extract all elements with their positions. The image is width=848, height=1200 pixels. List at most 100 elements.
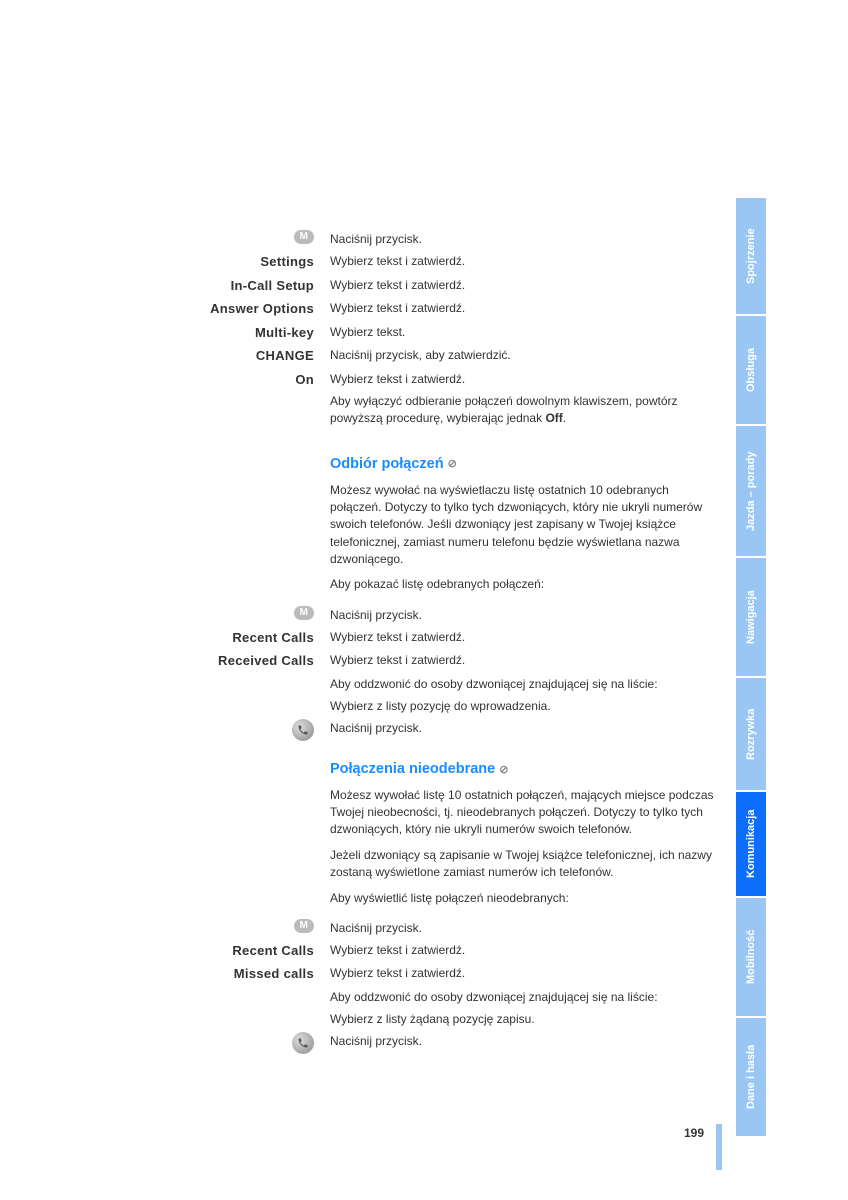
- instruction-row: M Naciśnij przycisk.: [180, 606, 720, 624]
- label-col: [180, 675, 330, 693]
- m-badge-icon: M: [294, 230, 314, 244]
- heading2-text: Odbiór połączeń: [330, 454, 444, 476]
- label-col: Recent Calls: [180, 628, 330, 648]
- compass-icon: ⊘: [448, 456, 457, 473]
- instruction-row: Answer Options Wybierz tekst i zatwierdź.: [180, 299, 720, 319]
- heading-row: Połączenia nieodebrane ⊘ Możesz wywołać …: [180, 745, 720, 915]
- desc-text: Wybierz tekst i zatwierdź.: [330, 628, 720, 648]
- instruction-row: M Naciśnij przycisk.: [180, 230, 720, 248]
- label-col: [180, 1032, 330, 1054]
- side-tab[interactable]: Nawigacja: [736, 558, 766, 676]
- instruction-row: Wybierz z listy pozycję do wprowadzenia.: [180, 697, 720, 715]
- instruction-row: Naciśnij przycisk.: [180, 719, 720, 741]
- label-col: [180, 719, 330, 741]
- label-col: M: [180, 606, 330, 624]
- para2: Możesz wywołać na wyświetlaczu listę ost…: [330, 482, 720, 569]
- instruction-row: Multi-key Wybierz tekst.: [180, 323, 720, 343]
- para1-text: Aby wyłączyć odbieranie połączeń dowolny…: [330, 394, 677, 425]
- instruction-row: On Wybierz tekst i zatwierdź.: [180, 370, 720, 390]
- section-1: MNaciśnij przycisk.SettingsWybierz tekst…: [180, 230, 720, 389]
- heading-missed-calls: Połączenia nieodebrane ⊘: [330, 759, 720, 781]
- menu-label: Received Calls: [218, 651, 314, 671]
- menu-label: Recent Calls: [232, 941, 314, 961]
- desc-text: Naciśnij przycisk.: [330, 719, 720, 741]
- label-col: Recent Calls: [180, 941, 330, 961]
- side-tab[interactable]: Spojrzenie: [736, 198, 766, 314]
- m-badge-icon: M: [294, 919, 314, 933]
- label-col: [180, 1010, 330, 1028]
- side-tab[interactable]: Komunikacja: [736, 792, 766, 896]
- instruction-row: SettingsWybierz tekst i zatwierdź.: [180, 252, 720, 272]
- m-badge-icon: M: [294, 606, 314, 620]
- menu-label: Missed calls: [234, 964, 314, 984]
- para3c: Aby wyświetlić listę połączeń nieodebran…: [330, 890, 720, 907]
- side-tab[interactable]: Dane i hasła: [736, 1018, 766, 1136]
- side-tab[interactable]: Jazda – porady: [736, 426, 766, 556]
- menu-label: On: [295, 370, 314, 390]
- para3b: Jeżeli dzwoniący są zapisanie w Twojej k…: [330, 847, 720, 882]
- label-col: Multi-key: [180, 323, 330, 343]
- para1-end: .: [563, 411, 566, 425]
- side-tab[interactable]: Mobilność: [736, 898, 766, 1016]
- label-col: [180, 988, 330, 1006]
- label-col: M: [180, 919, 330, 937]
- page-number: 199: [684, 1126, 704, 1140]
- desc-text: Naciśnij przycisk.: [330, 1032, 720, 1054]
- desc-text: Wybierz tekst i zatwierdź.: [330, 964, 720, 984]
- desc-text: Wybierz tekst i zatwierdź.: [330, 370, 720, 390]
- label-col: Answer Options: [180, 299, 330, 319]
- instruction-row: Recent Calls Wybierz tekst i zatwierdź.: [180, 628, 720, 648]
- heading3-text: Połączenia nieodebrane: [330, 759, 495, 781]
- paragraph-row: Aby wyłączyć odbieranie połączeń dowolny…: [180, 393, 720, 436]
- heading-row: Odbiór połączeń ⊘ Możesz wywołać na wyśw…: [180, 440, 720, 602]
- menu-label: In-Call Setup: [231, 276, 314, 296]
- desc-text: Naciśnij przycisk.: [330, 919, 720, 937]
- instruction-row: Received Calls Wybierz tekst i zatwierdź.: [180, 651, 720, 671]
- instruction-row: In-Call Setup Wybierz tekst i zatwierdź.: [180, 276, 720, 296]
- desc-text: Wybierz tekst i zatwierdź.: [330, 651, 720, 671]
- para3a: Możesz wywołać listę 10 ostatnich połącz…: [330, 787, 720, 839]
- instruction-row: Recent Calls Wybierz tekst i zatwierdź.: [180, 941, 720, 961]
- menu-label: CHANGE: [256, 346, 314, 366]
- side-tabs: SpojrzenieObsługaJazda – poradyNawigacja…: [736, 198, 766, 1138]
- desc-text: Wybierz z listy żądaną pozycję zapisu.: [330, 1010, 720, 1028]
- desc-text: Wybierz tekst i zatwierdź.: [330, 299, 720, 319]
- side-tab[interactable]: Rozrywka: [736, 678, 766, 790]
- label-col: In-Call Setup: [180, 276, 330, 296]
- instruction-row: Naciśnij przycisk.: [180, 1032, 720, 1054]
- desc-text: Wybierz tekst.: [330, 323, 720, 343]
- instruction-row: CHANGE Naciśnij przycisk, aby zatwierdzić…: [180, 346, 720, 366]
- menu-label: Multi-key: [255, 323, 314, 343]
- label-col: CHANGE: [180, 346, 330, 366]
- label-col: M: [180, 230, 330, 248]
- desc-text: Aby oddzwonić do osoby dzwoniącej znajdu…: [330, 988, 720, 1006]
- para2b: Aby pokazać listę odebranych połączeń:: [330, 576, 720, 593]
- instruction-row: Aby oddzwonić do osoby dzwoniącej znajdu…: [180, 675, 720, 693]
- desc-text: Naciśnij przycisk, aby zatwierdzić.: [330, 346, 720, 366]
- instruction-row: M Naciśnij przycisk.: [180, 919, 720, 937]
- label-col: Settings: [180, 252, 330, 272]
- page-mark: [716, 1124, 722, 1170]
- label-col: On: [180, 370, 330, 390]
- menu-label: Answer Options: [210, 299, 314, 319]
- side-tab[interactable]: Obsługa: [736, 316, 766, 424]
- desc-text: Wybierz tekst i zatwierdź.: [330, 276, 720, 296]
- section-2: M Naciśnij przycisk. Recent Calls Wybierz t…: [180, 606, 720, 741]
- desc-text: Naciśnij przycisk.: [330, 606, 720, 624]
- instruction-row: Wybierz z listy żądaną pozycję zapisu.: [180, 1010, 720, 1028]
- phone-icon: [292, 719, 314, 741]
- para1-mono: Off: [545, 411, 562, 425]
- instruction-row: Missed calls Wybierz tekst i zatwierdź.: [180, 964, 720, 984]
- compass-icon: ⊘: [499, 762, 508, 779]
- heading-received-calls: Odbiór połączeń ⊘: [330, 454, 720, 476]
- menu-label: Recent Calls: [232, 628, 314, 648]
- label-col: Received Calls: [180, 651, 330, 671]
- page-content: MNaciśnij przycisk.SettingsWybierz tekst…: [180, 230, 720, 1058]
- desc-text: Wybierz tekst i zatwierdź.: [330, 941, 720, 961]
- section-3: M Naciśnij przycisk. Recent Calls Wybierz t…: [180, 919, 720, 1054]
- desc-text: Aby oddzwonić do osoby dzwoniącej znajdu…: [330, 675, 720, 693]
- desc-text: Wybierz tekst i zatwierdź.: [330, 252, 720, 272]
- instruction-row: Aby oddzwonić do osoby dzwoniącej znajdu…: [180, 988, 720, 1006]
- desc-text: Naciśnij przycisk.: [330, 230, 720, 248]
- phone-icon: [292, 1032, 314, 1054]
